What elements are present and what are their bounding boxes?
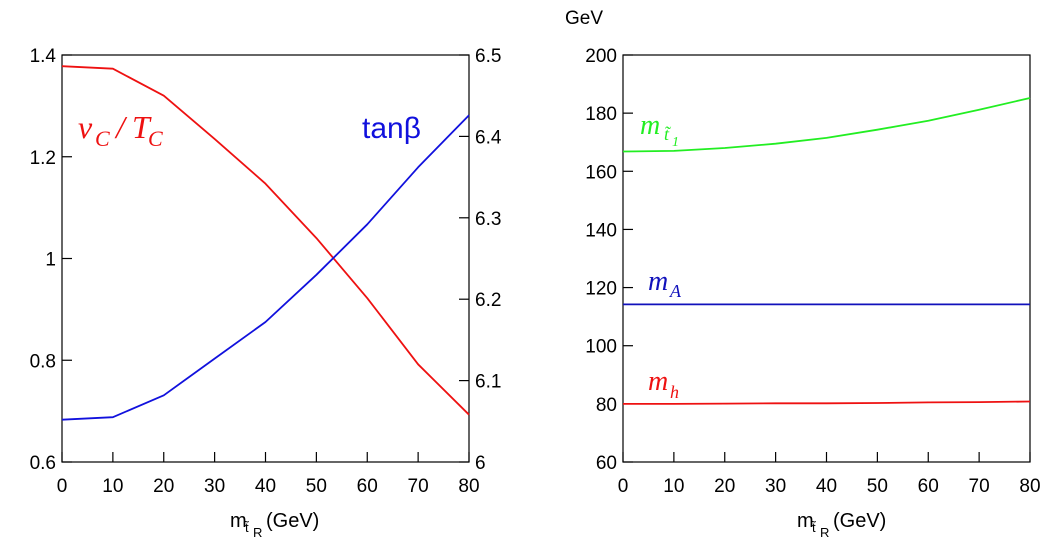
- x-label-unit-right: (GeV): [833, 510, 886, 532]
- right-axis-ytick-label-6.1: 6.1: [475, 372, 501, 393]
- label-m-h-sub: h: [670, 382, 679, 402]
- right-chart-ytick-label-60: 60: [596, 453, 617, 474]
- right-axis-ytick-label-6.2: 6.2: [475, 290, 501, 311]
- label-m-t1-sub: t̃: [664, 124, 672, 144]
- left-axis-ytick-label-1: 1: [45, 250, 56, 271]
- series-line-vc-tc: [61, 65, 470, 416]
- left-xtick-label-10: 10: [102, 476, 123, 497]
- left-xtick-label-60: 60: [357, 476, 378, 497]
- right-chart-ytick-label-160: 160: [585, 162, 617, 183]
- left-xtick-label-40: 40: [255, 476, 276, 497]
- label-m-a-main: m: [648, 266, 668, 297]
- label-c-sub2: C: [148, 126, 163, 151]
- right-xtick-label-20: 20: [714, 476, 735, 497]
- left-xtick-label-50: 50: [306, 476, 327, 497]
- left-xtick-label-0: 0: [57, 476, 68, 497]
- series-label-m-a: m A: [648, 266, 682, 301]
- right-y-axis-label: GeV: [565, 8, 603, 29]
- label-slash: /: [114, 109, 128, 145]
- series-label-m-t1: m t̃ 1: [640, 110, 679, 150]
- x-label-unit: (GeV): [266, 510, 319, 532]
- right-chart: 0 10 20 30 40 50 60 70 80 60 80 100 120 140 160 180 200…: [565, 8, 1041, 540]
- label-m-h-main: m: [648, 366, 668, 397]
- left-axis-ytick-label-1.2: 1.2: [30, 148, 56, 169]
- right-xtick-label-60: 60: [918, 476, 939, 497]
- left-x-axis-label: m t̃ R (GeV): [230, 510, 319, 540]
- right-chart-ytick-label-200: 200: [585, 46, 617, 67]
- right-axis-ytick-label-6: 6: [475, 453, 486, 474]
- label-m-t1-main: m: [640, 110, 660, 141]
- label-m-a-sub: A: [669, 281, 682, 301]
- x-label-sub-right: t̃: [811, 520, 817, 535]
- x-label-sub: t̃: [244, 520, 250, 535]
- right-chart-ytick-label-180: 180: [585, 104, 617, 125]
- label-c-sub: C: [95, 126, 110, 151]
- left-axis-ytick-label-0.6: 0.6: [30, 453, 56, 474]
- right-xtick-label-30: 30: [765, 476, 786, 497]
- label-t: T: [132, 109, 152, 145]
- label-m-t1-subsub: 1: [672, 135, 679, 150]
- series-label-m-h: m h: [648, 366, 679, 402]
- right-xtick-label-50: 50: [867, 476, 888, 497]
- right-xtick-label-70: 70: [969, 476, 990, 497]
- right-plot-frame: [622, 54, 1031, 463]
- x-label-main: m: [230, 510, 247, 532]
- right-chart-ytick-label-140: 140: [585, 220, 617, 241]
- left-xtick-label-20: 20: [153, 476, 174, 497]
- right-axis-ytick-label-6.3: 6.3: [475, 209, 501, 230]
- right-chart-ytick-label-120: 120: [585, 279, 617, 300]
- right-xtick-label-40: 40: [816, 476, 837, 497]
- left-axis-ytick-label-1.4: 1.4: [30, 46, 57, 67]
- left-xtick-label-80: 80: [458, 476, 479, 497]
- x-label-subsub: R: [253, 525, 262, 540]
- series-label-vc-tc: v C / T C: [78, 109, 163, 151]
- right-x-axis-label: m t̃ R (GeV): [797, 510, 886, 540]
- left-xtick-label-70: 70: [408, 476, 429, 497]
- right-axis-ytick-label-6.4: 6.4: [475, 127, 502, 148]
- right-xtick-label-80: 80: [1019, 476, 1040, 497]
- series-label-tanbeta: tanβ: [362, 112, 421, 145]
- series-line-tan-: [61, 114, 470, 421]
- left-xtick-label-30: 30: [204, 476, 225, 497]
- right-axis-ytick-label-6.5: 6.5: [475, 46, 501, 67]
- right-xtick-label-10: 10: [663, 476, 684, 497]
- x-label-main-right: m: [797, 510, 814, 532]
- right-chart-ytick-label-100: 100: [585, 337, 617, 358]
- left-chart: 0 10 20 30 40 50 60 70 80 0.6 0.8 1 1.2 1.4 6 6.1 6.2 6…: [30, 46, 502, 540]
- x-label-subsub-right: R: [820, 525, 829, 540]
- series-line-m-h: [623, 400, 1031, 405]
- series-line-m-t1: [622, 97, 1031, 153]
- label-v: v: [78, 109, 93, 145]
- right-chart-ytick-label-80: 80: [596, 395, 617, 416]
- right-xtick-label-0: 0: [618, 476, 629, 497]
- left-axis-ytick-label-0.8: 0.8: [30, 351, 56, 372]
